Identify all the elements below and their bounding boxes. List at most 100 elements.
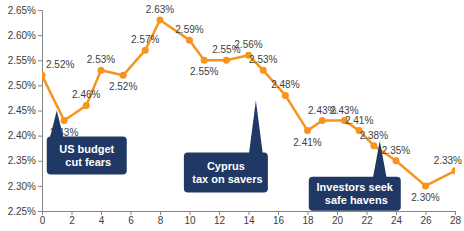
tick-mark <box>38 211 42 212</box>
marker <box>452 167 456 174</box>
callout-box <box>184 152 268 192</box>
tick: 2.30% <box>8 181 42 192</box>
annotation-line: tax on savers <box>189 173 262 185</box>
marker <box>120 72 127 79</box>
y-axis: 2.25% 2.30% 2.35% 2.40% 2.45% 2.50% 2.55% 2.60%… <box>8 5 43 217</box>
marker <box>304 127 311 134</box>
tick: 8 <box>158 211 164 226</box>
annotations: US budget cut fears Cyprus tax on savers I… <box>47 100 401 210</box>
annotation: Cyprus tax on savers <box>189 160 262 185</box>
tick: 2 <box>69 211 75 226</box>
tick-mark <box>38 161 42 162</box>
marker <box>422 182 429 189</box>
tick: 10 <box>184 211 196 226</box>
tick-mark <box>38 111 42 112</box>
tick-label: 2.50% <box>8 80 36 91</box>
tick: 14 <box>243 211 255 226</box>
tick: 12 <box>214 211 226 226</box>
data-label: 2.33% <box>434 155 462 166</box>
tick-label: 2 <box>69 215 75 226</box>
marker <box>61 117 68 124</box>
callout-tail <box>249 100 263 154</box>
data-label: 2.53% <box>249 54 277 65</box>
marker <box>370 142 377 149</box>
tick: 22 <box>361 211 373 226</box>
callout: Cyprus tax on savers <box>184 100 268 192</box>
tick: 2.60% <box>8 30 42 41</box>
data-label: 2.46% <box>72 89 100 100</box>
callout-tail <box>373 141 387 179</box>
tick-label: 0 <box>40 215 46 226</box>
marker <box>98 67 105 74</box>
marker <box>157 17 164 24</box>
data-label: 2.57% <box>131 34 159 45</box>
data-label: 2.52% <box>46 59 74 70</box>
data-label: 2.52% <box>109 81 137 92</box>
marker <box>260 67 267 74</box>
annotation-line: US budget <box>59 143 114 155</box>
chart: 02468101214161820222426282.25%2.30%2.35%… <box>0 0 464 231</box>
tick-mark <box>38 10 42 11</box>
data-label: 2.35% <box>382 145 410 156</box>
marker <box>201 57 208 64</box>
tick-label: 14 <box>243 215 255 226</box>
tick-label: 2.65% <box>8 5 36 16</box>
tick: 2.65% <box>8 5 42 16</box>
tick: 2.25% <box>8 206 42 217</box>
callout: US budget cut fears <box>47 111 127 175</box>
tick-label: 22 <box>361 215 373 226</box>
callout-box <box>309 177 401 211</box>
annotation: Investors seek safe havens <box>317 181 394 206</box>
tick-label: 4 <box>99 215 105 226</box>
tick-label: 16 <box>273 215 285 226</box>
tick-mark <box>38 85 42 86</box>
tick: 2.40% <box>8 130 42 141</box>
data-labels: 2.52%2.43%2.46%2.53%2.52%2.57%2.63%2.59%… <box>46 4 462 203</box>
data-label: 2.56% <box>234 39 262 50</box>
tick: 28 <box>450 211 462 226</box>
tick-label: 2.45% <box>8 105 36 116</box>
marker <box>142 47 149 54</box>
annotation-line: safe havens <box>322 194 388 206</box>
data-label: 2.38% <box>360 130 388 141</box>
tick-label: 6 <box>128 215 134 226</box>
tick-mark <box>38 136 42 137</box>
tick-label: 18 <box>302 215 314 226</box>
data-label: 2.59% <box>175 24 203 35</box>
annotation-line: Cyprus <box>207 160 245 172</box>
data-label: 2.41% <box>345 115 373 126</box>
tick-mark <box>38 35 42 36</box>
tick: 26 <box>420 211 432 226</box>
tick-label: 10 <box>184 215 196 226</box>
tick: 0 <box>40 211 46 226</box>
tick: 2.35% <box>8 155 42 166</box>
tick: 2.55% <box>8 55 42 66</box>
tick: 24 <box>391 211 403 226</box>
data-label: 2.48% <box>271 79 299 90</box>
tick: 6 <box>128 211 134 226</box>
data-label: 2.30% <box>411 192 439 203</box>
annotation-line: cut fears <box>62 156 111 168</box>
tick: 2.50% <box>8 80 42 91</box>
tick-label: 2.30% <box>8 181 36 192</box>
marker <box>42 72 46 79</box>
tick-label: 2.40% <box>8 130 36 141</box>
tick-label: 8 <box>158 215 164 226</box>
marker <box>186 37 193 44</box>
tick-label: 2.60% <box>8 30 36 41</box>
tick-mark <box>38 60 42 61</box>
marker <box>393 157 400 164</box>
tick-mark <box>38 186 42 187</box>
tick-label: 2.55% <box>8 55 36 66</box>
tick-label: 20 <box>332 215 344 226</box>
tick-label: 26 <box>420 215 432 226</box>
data-label: 2.41% <box>293 137 321 148</box>
annotation-line: Investors seek <box>317 181 394 193</box>
data-label: 2.53% <box>87 54 115 65</box>
x-axis: 0246810121416182022242628 <box>40 211 462 226</box>
tick-label: 28 <box>450 215 462 226</box>
marker <box>223 57 230 64</box>
axis-line <box>38 11 43 212</box>
data-label: 2.55% <box>190 66 218 77</box>
tick: 4 <box>99 211 105 226</box>
